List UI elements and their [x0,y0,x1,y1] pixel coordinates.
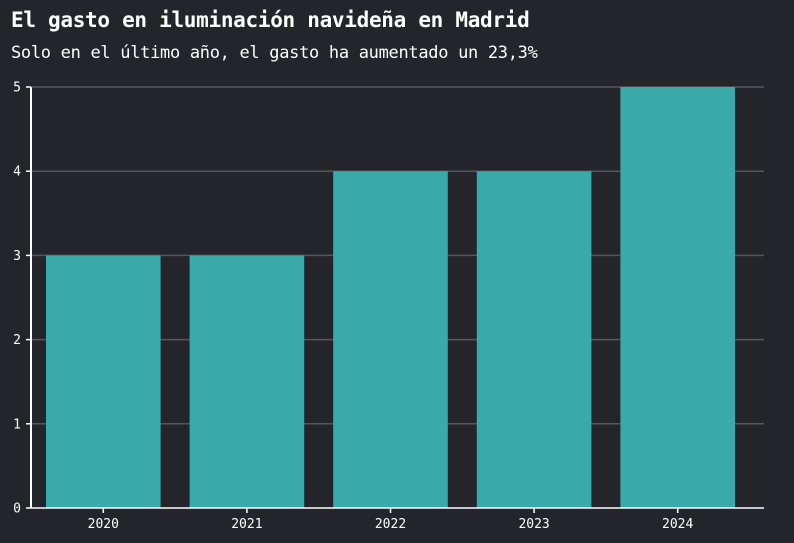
x-tick-label: 2023 [518,517,549,532]
axes [26,86,764,513]
tick-labels: 0 1 2 3 4 5 2020 2021 2022 2023 2024 [13,81,693,533]
y-tick-label: 1 [13,417,21,432]
x-tick-label: 2022 [375,517,406,532]
y-tick-label: 4 [13,165,21,180]
bar [46,255,161,508]
y-tick-label: 5 [13,81,21,96]
bar [333,171,448,508]
y-tick-label: 0 [13,502,21,517]
x-tick-label: 2024 [662,517,693,532]
chart-subtitle: Solo en el último año, el gasto ha aumen… [11,43,538,63]
bars [46,87,735,508]
bar [476,171,592,508]
y-tick-label: 3 [13,249,21,264]
x-tick-label: 2021 [231,517,262,532]
x-tick-label: 2020 [88,517,119,532]
chart-title: El gasto en iluminación navideña en Madr… [11,8,530,32]
y-tick-label: 2 [13,333,21,348]
bar [620,87,735,508]
bar [189,255,305,508]
